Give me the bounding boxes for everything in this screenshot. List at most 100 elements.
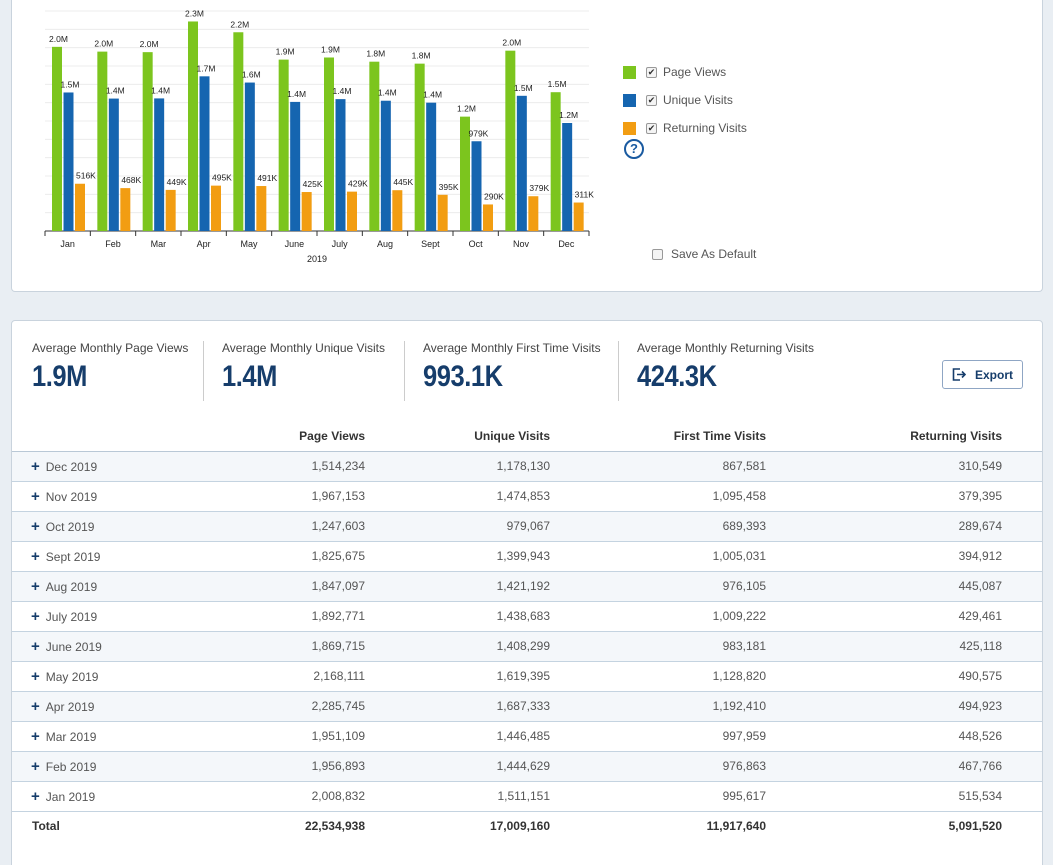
table-row[interactable]: + Apr 2019 2,285,745 1,687,333 1,192,410 494,… xyxy=(12,691,1042,722)
x-tick-label: Nov xyxy=(513,239,530,249)
save-as-default[interactable]: Save As Default xyxy=(652,247,756,261)
legend-item-unique-visits[interactable]: ✔ Unique Visits xyxy=(623,86,747,114)
col-header-first-time-visits[interactable]: First Time Visits xyxy=(590,421,806,452)
cell-first-time-visits: 1,095,458 xyxy=(590,481,806,512)
help-icon[interactable]: ? xyxy=(624,139,644,159)
checkbox-unique-visits[interactable]: ✔ xyxy=(646,94,657,106)
table-row[interactable]: + May 2019 2,168,111 1,619,395 1,128,820 490,… xyxy=(12,661,1042,692)
export-label: Export xyxy=(974,367,1013,382)
cell-month[interactable]: + July 2019 xyxy=(12,601,222,632)
bar-value-label: 429K xyxy=(348,179,368,189)
cell-returning-visits: 515,534 xyxy=(806,781,1042,812)
cell-month[interactable]: + Mar 2019 xyxy=(12,721,222,752)
table-row[interactable]: + July 2019 1,892,771 1,438,683 1,009,222 429… xyxy=(12,601,1042,632)
cell-month[interactable]: + Dec 2019 xyxy=(12,451,222,482)
cell-unique-visits: 1,178,130 xyxy=(405,451,590,482)
legend-item-returning-visits[interactable]: ✔ Returning Visits xyxy=(623,114,747,142)
table-row[interactable]: + Sept 2019 1,825,675 1,399,943 1,005,031 394… xyxy=(12,541,1042,572)
expand-plus-icon[interactable]: + xyxy=(31,607,40,625)
bar-value-label: 1.9M xyxy=(321,44,340,54)
expand-plus-icon[interactable]: + xyxy=(31,667,40,685)
bar-page-views xyxy=(233,32,244,231)
x-tick-label: Aug xyxy=(377,239,393,249)
table-row[interactable]: + Jan 2019 2,008,832 1,511,151 995,617 515,53… xyxy=(12,781,1042,812)
cell-returning-visits: 445,087 xyxy=(806,571,1042,602)
cell-page-views: 1,892,771 xyxy=(222,601,405,632)
cell-month[interactable]: + Oct 2019 xyxy=(12,511,222,542)
export-button[interactable]: Export xyxy=(942,360,1023,389)
divider xyxy=(203,341,204,401)
cell-month[interactable]: + Apr 2019 xyxy=(12,691,222,722)
cell-month[interactable]: + Aug 2019 xyxy=(12,571,222,602)
table-row[interactable]: + Feb 2019 1,956,893 1,444,629 976,863 467,76… xyxy=(12,751,1042,782)
bar-value-label: 1.5M xyxy=(514,83,533,93)
bar-page-views xyxy=(52,46,62,231)
bar-value-label: 1.7M xyxy=(197,63,216,73)
bar-page-views xyxy=(414,63,425,232)
bar-value-label: 495K xyxy=(212,173,232,183)
bar-value-label: 379K xyxy=(529,183,549,193)
bar-page-views xyxy=(460,116,470,231)
expand-plus-icon[interactable]: + xyxy=(31,757,40,775)
legend-label: Page Views xyxy=(663,65,727,79)
legend-item-page-views[interactable]: ✔ Page Views xyxy=(623,58,747,86)
expand-plus-icon[interactable]: + xyxy=(31,787,40,805)
bar-page-views xyxy=(188,21,198,232)
cell-page-views: 1,825,675 xyxy=(222,541,405,572)
stat-label: Average Monthly First Time Visits xyxy=(423,341,601,355)
expand-plus-icon[interactable]: + xyxy=(31,697,40,715)
cell-first-time-visits: 995,617 xyxy=(590,781,806,812)
checkbox-page-views[interactable]: ✔ xyxy=(646,66,657,78)
cell-unique-visits: 1,446,485 xyxy=(405,721,590,752)
col-header-unique-visits[interactable]: Unique Visits xyxy=(405,421,590,452)
stat-page-views: Average Monthly Page Views 1.9M xyxy=(32,341,188,394)
table-row[interactable]: + Mar 2019 1,951,109 1,446,485 997,959 448,52… xyxy=(12,721,1042,752)
bar-unique-visits xyxy=(199,76,210,231)
expand-plus-icon[interactable]: + xyxy=(31,727,40,745)
expand-plus-icon[interactable]: + xyxy=(31,457,40,475)
x-tick-label: Oct xyxy=(469,239,484,249)
expand-plus-icon[interactable]: + xyxy=(31,517,40,535)
cell-month[interactable]: + Feb 2019 xyxy=(12,751,222,782)
bar-unique-visits xyxy=(290,101,301,232)
cell-unique-visits: 1,511,151 xyxy=(405,781,590,812)
cell-returning-visits: 394,912 xyxy=(806,541,1042,572)
row-month-label: Aug 2019 xyxy=(45,579,98,594)
cell-unique-visits: 979,067 xyxy=(405,511,590,542)
bar-returning-visits xyxy=(301,192,312,231)
cell-month[interactable]: + June 2019 xyxy=(12,631,222,662)
bar-unique-visits xyxy=(108,98,119,231)
bar-value-label: 445K xyxy=(393,177,413,187)
bar-value-label: 2.3M xyxy=(185,8,204,18)
col-header-returning-visits[interactable]: Returning Visits xyxy=(806,421,1042,452)
stat-label: Average Monthly Page Views xyxy=(32,341,189,355)
table-row[interactable]: + Aug 2019 1,847,097 1,421,192 976,105 445,08… xyxy=(12,571,1042,602)
export-icon xyxy=(952,368,966,381)
expand-plus-icon[interactable]: + xyxy=(31,547,40,565)
cell-returning-visits: 448,526 xyxy=(806,721,1042,752)
table-row[interactable]: + June 2019 1,869,715 1,408,299 983,181 425,1… xyxy=(12,631,1042,662)
cell-month[interactable]: + Nov 2019 xyxy=(12,481,222,512)
save-default-checkbox[interactable] xyxy=(652,248,663,260)
expand-plus-icon[interactable]: + xyxy=(31,577,40,595)
table-row[interactable]: + Dec 2019 1,514,234 1,178,130 867,581 310,54… xyxy=(12,451,1042,482)
expand-plus-icon[interactable]: + xyxy=(31,487,40,505)
bar-unique-visits xyxy=(335,99,346,231)
cell-page-views: 1,951,109 xyxy=(222,721,405,752)
total-label: Total xyxy=(32,819,60,834)
table-row[interactable]: + Oct 2019 1,247,603 979,067 689,393 289,674 xyxy=(12,511,1042,542)
table-row[interactable]: + Nov 2019 1,967,153 1,474,853 1,095,458 379,… xyxy=(12,481,1042,512)
bar-returning-visits xyxy=(573,202,584,231)
cell-month[interactable]: + May 2019 xyxy=(12,661,222,692)
col-header-page-views[interactable]: Page Views xyxy=(222,421,405,452)
checkbox-returning-visits[interactable]: ✔ xyxy=(646,122,657,134)
bar-returning-visits xyxy=(165,189,176,231)
cell-returning-visits: 289,674 xyxy=(806,511,1042,542)
cell-month[interactable]: + Jan 2019 xyxy=(12,781,222,812)
expand-plus-icon[interactable]: + xyxy=(31,637,40,655)
bar-returning-visits xyxy=(211,185,221,231)
cell-returning-visits: 467,766 xyxy=(806,751,1042,782)
cell-month[interactable]: + Sept 2019 xyxy=(12,541,222,572)
cell-page-views: 1,869,715 xyxy=(222,631,405,662)
bar-value-label: 1.5M xyxy=(548,79,567,89)
